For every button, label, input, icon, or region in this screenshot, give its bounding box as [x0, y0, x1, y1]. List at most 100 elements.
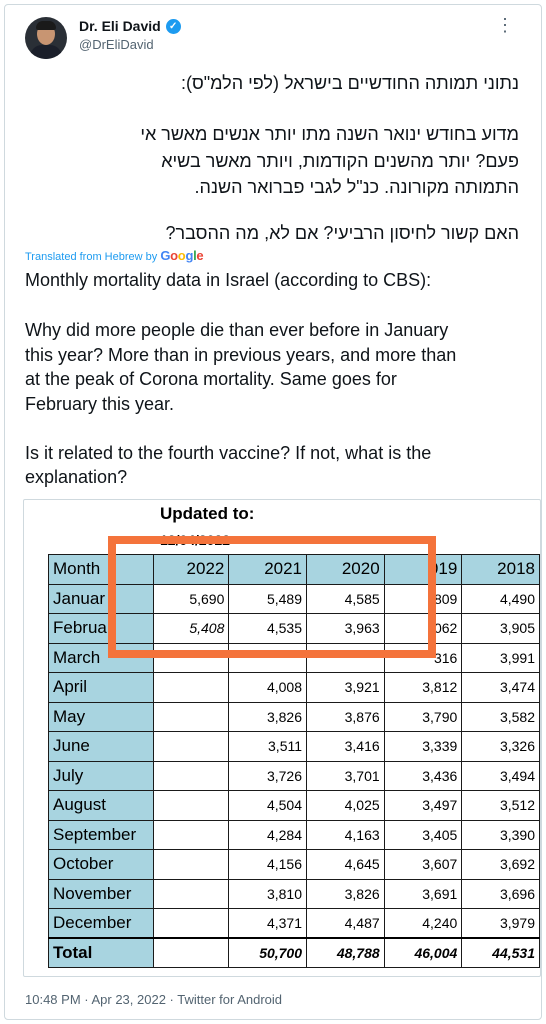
total-label: Total [48, 937, 154, 968]
image-date: 12/04/2022 [160, 532, 231, 548]
value-cell: 3,696 [461, 878, 540, 909]
month-cell: May [48, 701, 154, 732]
table-row: July 3,726 3,701 3,436 3,494 [48, 760, 540, 791]
value-cell: 4,284 [228, 819, 308, 850]
tweet-hebrew-line: מדוע בחודש ינואר השנה מתו יותר אנשים מאש… [140, 124, 519, 144]
value-cell: 3,790 [383, 701, 463, 732]
value-cell: 3,474 [461, 672, 540, 703]
table-row: November 3,810 3,826 3,691 3,696 [48, 878, 540, 909]
value-cell [152, 908, 230, 939]
value-cell: 3,416 [306, 731, 385, 762]
table-row: May 3,826 3,876 3,790 3,582 [48, 701, 540, 732]
avatar[interactable] [25, 17, 67, 59]
table-header-row: Month 2022 2021 2020 019 2018 [48, 554, 540, 585]
month-cell: October [48, 849, 154, 880]
value-cell: 3,511 [228, 731, 308, 762]
month-cell: July [48, 760, 154, 791]
tweet-english-line: this year? More than in previous years, … [25, 345, 457, 365]
total-cell: 46,004 [383, 937, 463, 968]
value-cell: 4,645 [306, 849, 385, 880]
tweet-hebrew-line: התמותה מקורונה. כנ"ל לגבי פברואר השנה. [194, 177, 519, 197]
value-cell: 3,436 [383, 760, 463, 791]
table-row: March 316 3,991 [48, 642, 540, 673]
value-cell [152, 819, 230, 850]
value-cell [152, 672, 230, 703]
value-cell [152, 849, 230, 880]
translated-label[interactable]: Translated from Hebrew by Google [25, 248, 204, 263]
table-row: Februa 5,408 4,535 3,963 062 3,905 [48, 613, 540, 644]
value-cell: 4,585 [306, 583, 385, 614]
more-options-icon[interactable]: ⋮ [496, 15, 515, 35]
value-cell: 3,494 [461, 760, 540, 791]
month-cell: November [48, 878, 154, 909]
value-cell: 3,390 [461, 819, 540, 850]
tweet-english-line: at the peak of Corona mortality. Same go… [25, 369, 397, 389]
value-cell: 3,701 [306, 760, 385, 791]
column-header: 2022 [152, 554, 230, 585]
value-cell: 3,979 [461, 908, 540, 939]
translated-text: Translated from Hebrew by [25, 251, 158, 263]
value-cell [152, 701, 230, 732]
value-cell: 4,371 [228, 908, 308, 939]
tweet-image[interactable]: Updated to: 12/04/2022 Month 2022 2021 2… [23, 499, 541, 977]
month-cell: March [48, 642, 154, 673]
value-cell [152, 642, 230, 673]
month-cell: September [48, 819, 154, 850]
column-header: 019 [383, 554, 463, 585]
tweet-hebrew-line: האם קשור לחיסון הרביעי? אם לא, מה ההסבר? [165, 223, 519, 243]
value-cell: 3,826 [228, 701, 308, 732]
tweet-hebrew-line: פעם? יותר מהשנים הקודמות, ויותר מאשר בשי… [161, 151, 519, 171]
value-cell: 3,692 [461, 849, 540, 880]
tweet-english-line: Monthly mortality data in Israel (accord… [25, 270, 432, 290]
value-cell: 3,810 [228, 878, 308, 909]
value-cell [152, 790, 230, 821]
value-cell: 3,963 [306, 613, 385, 644]
verified-badge-icon: ✓ [165, 18, 181, 34]
tweet-card: Dr. Eli David ✓ @DrEliDavid ⋮ נתוני תמות… [4, 4, 542, 1020]
value-cell: 5,408 [152, 613, 230, 644]
column-header: Month [48, 554, 154, 585]
value-cell [152, 878, 230, 909]
value-cell: 3,582 [461, 701, 540, 732]
table-row: October 4,156 4,645 3,607 3,692 [48, 849, 540, 880]
value-cell: 3,921 [306, 672, 385, 703]
month-cell: April [48, 672, 154, 703]
author-row: Dr. Eli David ✓ [79, 18, 181, 34]
total-cell: 50,700 [228, 937, 308, 968]
column-header: 2021 [228, 554, 308, 585]
value-cell: 3,691 [383, 878, 463, 909]
value-cell: 4,487 [306, 908, 385, 939]
value-cell [152, 731, 230, 762]
value-cell [306, 642, 385, 673]
author-handle[interactable]: @DrEliDavid [79, 37, 154, 52]
table-row: December 4,371 4,487 4,240 3,979 [48, 908, 540, 939]
value-cell: 3,497 [383, 790, 463, 821]
table-row: August 4,504 4,025 3,497 3,512 [48, 790, 540, 821]
value-cell: 3,876 [306, 701, 385, 732]
value-cell: 4,025 [306, 790, 385, 821]
value-cell: 3,326 [461, 731, 540, 762]
column-header: 2018 [461, 554, 540, 585]
month-cell: December [48, 908, 154, 939]
tweet-english-line: February this year. [25, 394, 175, 414]
month-cell: Januar [48, 583, 154, 614]
value-cell: 4,490 [461, 583, 540, 614]
author-name[interactable]: Dr. Eli David [79, 18, 161, 34]
value-cell: 3,991 [461, 642, 540, 673]
tweet-timestamp[interactable]: 10:48 PM · Apr 23, 2022 · Twitter for An… [25, 992, 283, 1007]
value-cell: 316 [383, 642, 463, 673]
value-cell: 062 [383, 613, 463, 644]
value-cell: 3,607 [383, 849, 463, 880]
value-cell: 4,504 [228, 790, 308, 821]
table-row: Januar 5,690 5,489 4,585 809 4,490 [48, 583, 540, 614]
value-cell: 4,163 [306, 819, 385, 850]
table-row: September 4,284 4,163 3,405 3,390 [48, 819, 540, 850]
value-cell: 3,826 [306, 878, 385, 909]
value-cell: 5,489 [228, 583, 308, 614]
google-logo: Google [160, 248, 204, 263]
value-cell: 3,512 [461, 790, 540, 821]
mortality-table: Month 2022 2021 2020 019 2018 Januar 5,69… [48, 554, 540, 968]
value-cell: 3,726 [228, 760, 308, 791]
tweet-english-line: Why did more people die than ever before… [25, 320, 449, 340]
total-cell: 44,531 [461, 937, 540, 968]
